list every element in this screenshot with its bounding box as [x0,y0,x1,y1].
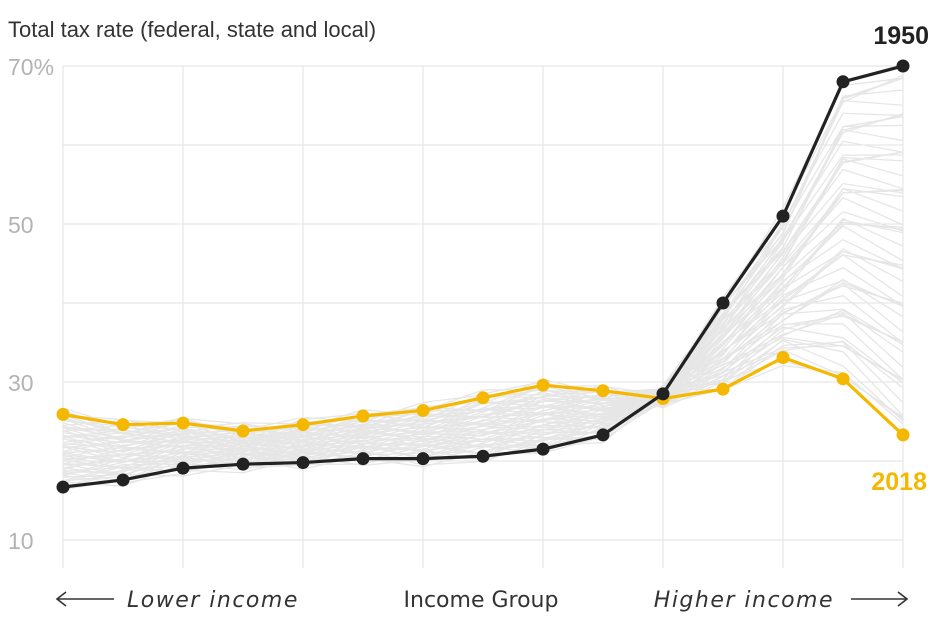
data-point-1950 [596,428,610,442]
series-1950 [56,59,910,494]
data-point-2018 [56,407,70,421]
background-year-line [62,326,904,443]
y-tick-label: 10 [8,528,34,554]
data-point-2018 [236,424,250,438]
background-year-line [62,267,904,454]
lower-income-label: Lower income [127,588,299,613]
background-year-line [62,151,904,470]
background-year-line [62,154,904,467]
data-point-2018 [116,418,130,432]
y-tick-labels: 70% 50 30 10 [8,54,54,554]
data-point-1950 [536,442,550,456]
series-2018 [56,351,910,442]
data-point-1950 [416,452,430,466]
grid-layer [62,65,904,568]
chart-title: Total tax rate (federal, state and local… [8,17,376,42]
data-point-2018 [476,391,490,405]
data-point-2018 [536,378,550,392]
data-point-1950 [896,59,910,73]
data-point-2018 [836,372,850,386]
y-tick-label: 70% [8,54,54,80]
data-point-1950 [56,480,70,494]
data-point-2018 [716,382,730,396]
data-point-1950 [116,473,130,487]
series-label-2018: 2018 [871,468,927,496]
data-point-1950 [836,75,850,89]
data-point-1950 [236,457,250,471]
background-years-layer [62,74,904,490]
data-point-2018 [296,418,310,432]
higher-income-label: Higher income [654,588,834,613]
background-year-line [62,250,904,454]
x-axis-labels: Lower income Income Group Higher income [55,588,909,613]
y-tick-label: 30 [8,370,34,396]
x-axis-label: Income Group [404,588,559,613]
data-point-2018 [896,428,910,442]
data-point-2018 [596,384,610,398]
series-layer [56,59,910,494]
data-point-1950 [356,452,370,466]
data-point-2018 [356,409,370,423]
data-point-1950 [296,456,310,470]
background-year-line [62,338,904,444]
data-point-1950 [776,209,790,223]
y-tick-label: 50 [8,212,34,238]
data-point-1950 [656,387,670,401]
right-arrow-icon [851,591,909,607]
data-point-1950 [716,296,730,310]
background-year-line [62,308,904,445]
data-point-1950 [176,461,190,475]
data-point-2018 [176,416,190,430]
data-point-2018 [776,351,790,365]
data-point-1950 [476,449,490,463]
data-point-2018 [416,403,430,417]
series-label-1950: 1950 [873,22,929,50]
left-arrow-icon [55,591,114,607]
